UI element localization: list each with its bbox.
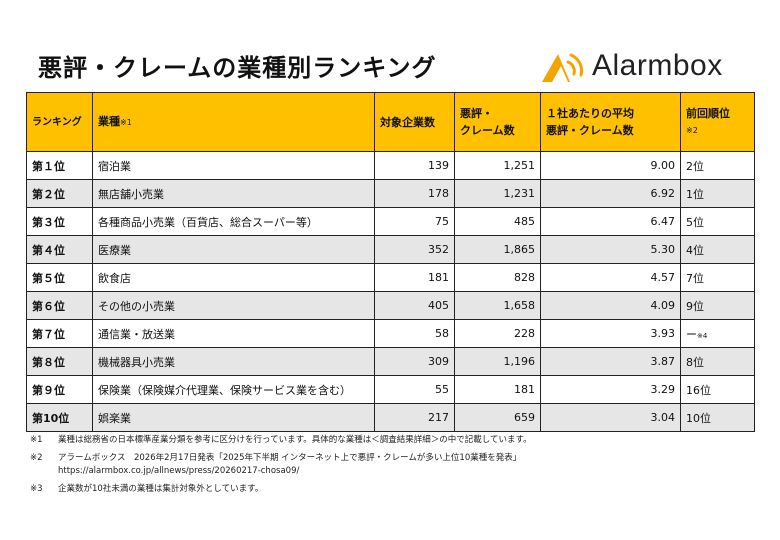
table-row: 第７位 通信業・放送業 58 228 3.93 ー※4	[26, 319, 755, 348]
header-industry: 業種※1	[92, 92, 375, 152]
footnote-text: アラームボックス 2026年2月17日発表「2025年下半期 インターネット上で…	[58, 453, 522, 463]
companies-cell: 181	[374, 263, 455, 292]
previous-rank-cell: 1位	[680, 179, 755, 208]
complaints-cell: 1,196	[454, 347, 541, 376]
previous-rank-cell: ー※4	[680, 319, 755, 348]
table-row: 第５位 飲食店 181 828 4.57 7位	[26, 263, 755, 292]
footnote-text: https://alarmbox.co.jp/allnews/press/202…	[58, 466, 300, 476]
header-previous-rank: 前回順位 ※2	[680, 92, 755, 152]
footnote: ※2 アラームボックス 2026年2月17日発表「2025年下半期 インターネット…	[30, 452, 760, 478]
table-row: 第８位 機械器具小売業 309 1,196 3.87 8位	[26, 347, 755, 376]
rank-cell: 第１位	[26, 151, 93, 180]
companies-cell: 178	[374, 179, 455, 208]
previous-rank-cell: 8位	[680, 347, 755, 376]
ranking-table: ランキング 業種※1 対象企業数 悪評・ クレーム数 １社あたりの平均 悪評・クレー…	[26, 92, 755, 432]
page-title: 悪評・クレームの業種別ランキング	[38, 54, 437, 82]
rank-cell: 第６位	[26, 291, 93, 320]
previous-rank-cell: 10位	[680, 403, 755, 432]
industry-cell: その他の小売業	[92, 291, 375, 320]
complaints-cell: 659	[454, 403, 541, 432]
rank-cell: 第２位	[26, 179, 93, 208]
average-cell: 6.47	[540, 207, 681, 236]
industry-cell: 医療業	[92, 235, 375, 264]
industry-cell: 無店舗小売業	[92, 179, 375, 208]
average-cell: 3.93	[540, 319, 681, 348]
industry-cell: 保険業（保険媒介代理業、保険サービス業を含む）	[92, 375, 375, 404]
table-row: 第９位 保険業（保険媒介代理業、保険サービス業を含む） 55 181 3.29 16位	[26, 375, 755, 404]
complaints-cell: 1,231	[454, 179, 541, 208]
rank-cell: 第５位	[26, 263, 93, 292]
alarmbox-bell-logo-icon	[542, 53, 583, 82]
complaints-cell: 828	[454, 263, 541, 292]
table-row: 第10位 娯楽業 217 659 3.04 10位	[26, 403, 755, 432]
footnote-mark: ※2	[30, 453, 43, 463]
companies-cell: 309	[374, 347, 455, 376]
previous-rank-cell: 2位	[680, 151, 755, 180]
industry-cell: 飲食店	[92, 263, 375, 292]
rank-cell: 第９位	[26, 375, 93, 404]
header-prev-note: ※2	[686, 126, 698, 135]
average-cell: 5.30	[540, 235, 681, 264]
logo-wordmark: Alarmbox	[592, 49, 723, 82]
footnote-mark: ※3	[30, 484, 43, 494]
footnote-text: 企業数が10社未満の業種は集計対象外としています。	[58, 484, 264, 494]
table-row: 第４位 医療業 352 1,865 5.30 4位	[26, 235, 755, 264]
average-cell: 9.00	[540, 151, 681, 180]
companies-cell: 352	[374, 235, 455, 264]
previous-rank-cell: 7位	[680, 263, 755, 292]
previous-rank-cell: 4位	[680, 235, 755, 264]
industry-cell: 機械器具小売業	[92, 347, 375, 376]
table-row: 第３位 各種商品小売業（百貨店、総合スーパー等） 75 485 6.47 5位	[26, 207, 755, 236]
average-cell: 6.92	[540, 179, 681, 208]
industry-cell: 娯楽業	[92, 403, 375, 432]
footnote: ※3 企業数が10社未満の業種は集計対象外としています。	[30, 483, 760, 496]
average-cell: 4.09	[540, 291, 681, 320]
companies-cell: 217	[374, 403, 455, 432]
companies-cell: 58	[374, 319, 455, 348]
table-row: 第１位 宿泊業 139 1,251 9.00 2位	[26, 151, 755, 180]
table-header-row: ランキング 業種※1 対象企業数 悪評・ クレーム数 １社あたりの平均 悪評・クレー…	[26, 92, 755, 152]
header-industry-note: ※1	[120, 118, 132, 127]
previous-rank-cell: 5位	[680, 207, 755, 236]
rank-cell: 第３位	[26, 207, 93, 236]
companies-cell: 55	[374, 375, 455, 404]
table-row: 第６位 その他の小売業 405 1,658 4.09 9位	[26, 291, 755, 320]
footnote-text: 業種は総務省の日本標準産業分類を参考に区分けを行っています。具体的な業種は＜調査…	[58, 435, 532, 445]
footnote: ※1 業種は総務省の日本標準産業分類を参考に区分けを行っています。具体的な業種は＜…	[30, 434, 760, 447]
industry-cell: 各種商品小売業（百貨店、総合スーパー等）	[92, 207, 375, 236]
industry-cell: 通信業・放送業	[92, 319, 375, 348]
alarmbox-logo: Alarmbox	[538, 48, 723, 84]
complaints-cell: 1,251	[454, 151, 541, 180]
companies-cell: 75	[374, 207, 455, 236]
header-rank: ランキング	[26, 92, 93, 152]
rank-cell: 第４位	[26, 235, 93, 264]
complaints-cell: 181	[454, 375, 541, 404]
companies-cell: 405	[374, 291, 455, 320]
previous-rank-note: ※4	[697, 331, 708, 340]
rank-cell: 第８位	[26, 347, 93, 376]
average-cell: 3.04	[540, 403, 681, 432]
previous-rank-cell: 16位	[680, 375, 755, 404]
header-average: １社あたりの平均 悪評・クレーム数	[540, 92, 681, 152]
header-companies: 対象企業数	[374, 92, 455, 152]
complaints-cell: 228	[454, 319, 541, 348]
average-cell: 3.87	[540, 347, 681, 376]
header-complaints: 悪評・ クレーム数	[454, 92, 541, 152]
previous-rank-cell: 9位	[680, 291, 755, 320]
rank-cell: 第10位	[26, 403, 93, 432]
footnote-mark: ※1	[30, 435, 43, 445]
complaints-cell: 1,865	[454, 235, 541, 264]
footnotes: ※1 業種は総務省の日本標準産業分類を参考に区分けを行っています。具体的な業種は＜…	[30, 434, 760, 501]
complaints-cell: 1,658	[454, 291, 541, 320]
industry-cell: 宿泊業	[92, 151, 375, 180]
complaints-cell: 485	[454, 207, 541, 236]
average-cell: 3.29	[540, 375, 681, 404]
companies-cell: 139	[374, 151, 455, 180]
average-cell: 4.57	[540, 263, 681, 292]
rank-cell: 第７位	[26, 319, 93, 348]
table-row: 第２位 無店舗小売業 178 1,231 6.92 1位	[26, 179, 755, 208]
